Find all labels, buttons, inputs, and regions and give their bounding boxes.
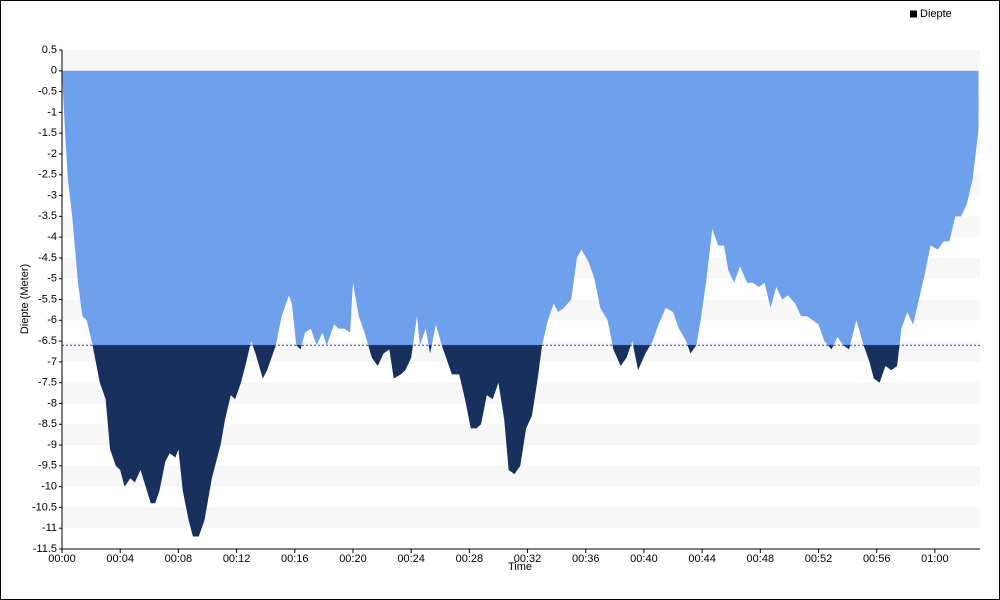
depth-area	[62, 70, 979, 537]
y-tick-label: -5	[47, 273, 57, 285]
y-tick-label: -2	[47, 148, 57, 160]
grid-band	[62, 465, 980, 487]
y-tick-label: -0.5	[38, 85, 57, 97]
y-tick-label: -11	[42, 522, 57, 534]
y-tick-label: -8	[47, 397, 57, 409]
y-tick-label: -8.5	[38, 418, 57, 430]
x-tick-label: 00:56	[863, 553, 891, 565]
x-tick-label: 00:20	[339, 553, 367, 565]
y-tick-label: -1	[47, 106, 57, 118]
y-tick-label: -6.5	[38, 335, 57, 347]
x-tick-label: 00:16	[281, 553, 309, 565]
x-tick-label: 00:24	[397, 553, 425, 565]
legend-swatch	[910, 10, 917, 18]
y-tick-label: -6	[47, 314, 57, 326]
y-tick-label: -2.5	[38, 169, 57, 181]
x-tick-label: 00:48	[747, 553, 775, 565]
y-tick-label: 0	[51, 65, 57, 77]
x-tick-label: 00:32	[514, 553, 542, 565]
y-tick-label: -10.5	[32, 501, 57, 513]
x-tick-label: 00:52	[805, 553, 833, 565]
y-tick-label: -7	[47, 356, 57, 368]
y-tick-label: -7.5	[38, 377, 57, 389]
y-tick-label: -1.5	[38, 127, 57, 139]
legend-label: Diepte	[920, 8, 952, 20]
y-tick-label: -9	[47, 439, 57, 451]
grid-band	[62, 507, 980, 529]
y-tick-label: 0.5	[42, 44, 57, 56]
x-axis-label: Time	[508, 561, 532, 573]
x-tick-label: 00:00	[48, 553, 76, 565]
x-tick-label: 00:08	[165, 553, 193, 565]
y-tick-label: -3.5	[38, 210, 57, 222]
y-tick-label: -10	[41, 481, 57, 493]
x-tick-label: 00:28	[456, 553, 484, 565]
y-tick-label: -4	[47, 231, 57, 243]
grid-band	[62, 50, 980, 71]
y-axis-label: Diepte (Meter)	[19, 264, 31, 334]
x-tick-label: 00:44	[688, 553, 716, 565]
y-tick-label: -11.5	[33, 543, 57, 555]
y-tick-label: -4.5	[38, 252, 57, 264]
x-tick-label: 00:04	[106, 553, 134, 565]
plot	[62, 70, 980, 537]
x-tick-label: 00:12	[223, 553, 251, 565]
x-tick-label: 00:36	[572, 553, 600, 565]
y-tick-label: -3	[47, 189, 57, 201]
y-tick-label: -9.5	[38, 460, 57, 472]
y-tick-label: -5.5	[38, 293, 57, 305]
x-tick-label: 00:40	[630, 553, 658, 565]
x-tick-label: 01:00	[921, 553, 949, 565]
